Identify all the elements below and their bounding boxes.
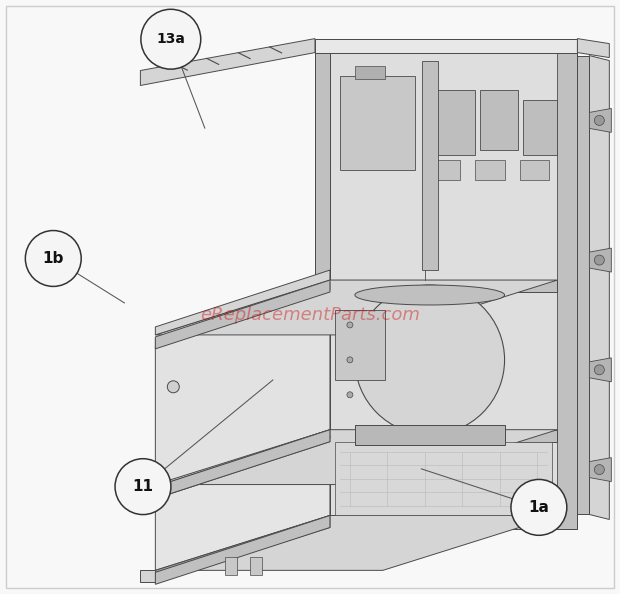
Circle shape [167,381,179,393]
Circle shape [595,255,604,265]
Polygon shape [590,457,611,482]
Circle shape [511,479,567,535]
Polygon shape [156,429,330,495]
Polygon shape [330,516,557,527]
Ellipse shape [355,285,505,305]
Polygon shape [156,282,330,347]
Polygon shape [480,90,518,150]
Polygon shape [590,248,611,272]
Polygon shape [315,39,577,529]
Polygon shape [435,90,475,156]
Text: 13a: 13a [156,32,185,46]
Polygon shape [140,570,156,582]
Polygon shape [355,425,505,445]
Polygon shape [355,65,385,78]
Circle shape [141,10,201,69]
Circle shape [25,230,81,286]
Polygon shape [523,100,557,156]
Polygon shape [577,56,590,514]
Polygon shape [475,160,505,180]
Ellipse shape [355,285,505,435]
Polygon shape [156,429,557,485]
Polygon shape [250,557,262,576]
Polygon shape [225,557,237,576]
Polygon shape [577,39,609,58]
Polygon shape [590,56,609,520]
Text: 11: 11 [133,479,154,494]
Polygon shape [156,280,557,335]
Polygon shape [330,280,557,292]
Polygon shape [590,109,611,132]
Polygon shape [430,160,459,180]
Polygon shape [156,270,330,335]
Polygon shape [340,75,415,170]
Polygon shape [156,516,330,584]
Polygon shape [156,442,330,573]
Polygon shape [335,310,385,380]
Circle shape [347,357,353,363]
Polygon shape [156,290,330,486]
Polygon shape [156,516,557,570]
Circle shape [595,465,604,475]
Circle shape [595,365,604,375]
Circle shape [115,459,171,514]
Polygon shape [557,39,577,529]
Polygon shape [140,39,315,86]
Polygon shape [156,516,330,582]
Circle shape [595,115,604,125]
Polygon shape [330,53,557,527]
Polygon shape [156,435,330,498]
Polygon shape [520,160,549,180]
Polygon shape [315,39,577,53]
Polygon shape [156,429,330,498]
Text: 1b: 1b [43,251,64,266]
Polygon shape [422,61,438,270]
Text: eReplacementParts.com: eReplacementParts.com [200,306,420,324]
Text: 1a: 1a [528,500,549,515]
Polygon shape [156,280,330,349]
Circle shape [347,392,353,398]
Polygon shape [335,442,552,516]
Polygon shape [330,429,557,442]
Polygon shape [315,39,330,529]
Polygon shape [590,358,611,382]
Circle shape [347,322,353,328]
